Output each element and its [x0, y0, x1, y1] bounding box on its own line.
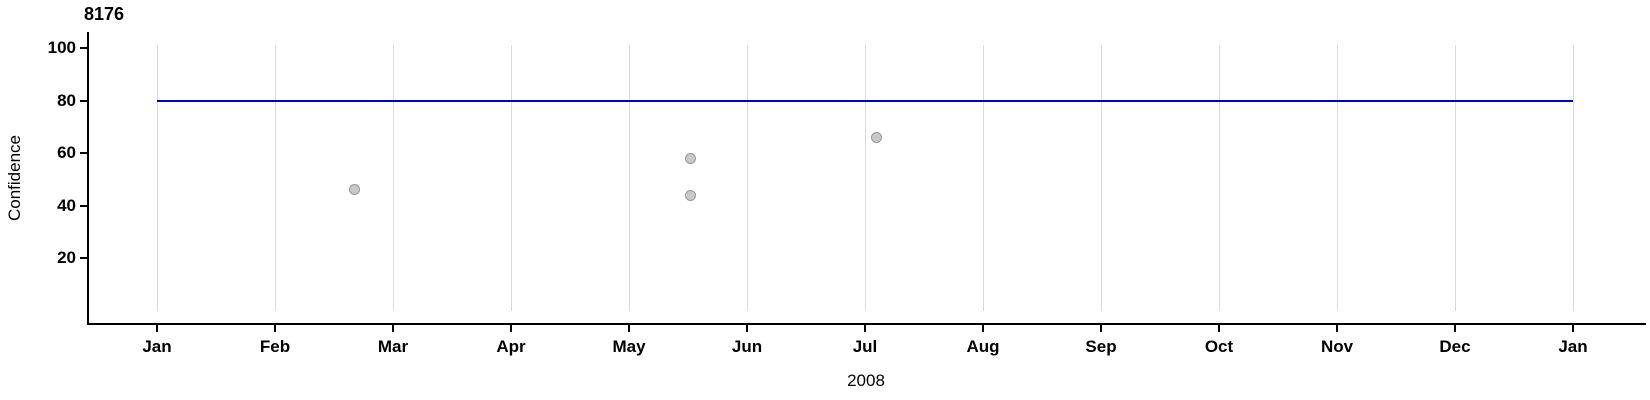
x-tick-mark: [982, 325, 984, 332]
chart-title: 8176: [84, 4, 125, 24]
x-tick-mark: [1336, 325, 1338, 332]
y-tick-mark: [80, 99, 87, 102]
y-tick-mark: [80, 47, 87, 49]
month-gridline: [747, 45, 748, 311]
x-tick-label-month: Dec: [1439, 337, 1471, 356]
x-tick-label-month: Jan: [142, 337, 172, 356]
x-tick-label-month: May: [612, 337, 646, 356]
month-gridline: [865, 45, 866, 311]
x-tick-mark: [1454, 325, 1456, 332]
month-gridline: [393, 45, 394, 311]
x-tick-mark: [746, 325, 748, 332]
x-tick-mark: [1572, 325, 1574, 332]
y-tick-label: 40: [57, 195, 76, 215]
x-tick-mark: [864, 325, 866, 332]
month-gridline: [1337, 45, 1338, 311]
x-tick-mark: [156, 325, 158, 332]
y-tick-label: 60: [57, 143, 76, 162]
x-tick-mark: [1100, 325, 1102, 332]
x-axis-year-label: 2008: [847, 371, 885, 390]
x-tick-mark: [628, 325, 630, 332]
month-gridline: [1573, 45, 1574, 311]
month-gridline: [629, 45, 630, 311]
x-tick-label-month: Jun: [731, 337, 763, 356]
y-tick-mark: [80, 152, 87, 154]
x-tick-label-month: Feb: [259, 337, 291, 356]
x-tick-label-month: Mar: [377, 337, 409, 356]
x-tick-label-month: Aug: [966, 337, 1000, 356]
y-tick-label: 80: [57, 90, 76, 110]
month-gridline: [511, 45, 512, 311]
month-gridline: [157, 45, 158, 311]
data-point: [871, 131, 883, 143]
x-axis-line: [87, 323, 1646, 325]
data-point: [685, 152, 697, 164]
month-gridline: [1219, 45, 1220, 311]
x-tick-label-month: Sep: [1085, 337, 1117, 356]
x-tick-label-month: Jul: [852, 337, 878, 356]
month-gridline: [1455, 45, 1456, 311]
x-tick-label-month: Nov: [1320, 337, 1354, 356]
y-tick-label: 100: [47, 38, 76, 57]
x-tick-mark: [392, 325, 394, 332]
month-gridline: [1101, 45, 1102, 311]
data-point: [348, 184, 360, 196]
x-tick-mark: [274, 325, 276, 332]
month-gridline: [983, 45, 984, 311]
reference-line: [157, 99, 1573, 102]
y-axis-line: [87, 32, 89, 325]
x-tick-label-month: Oct: [1204, 337, 1234, 356]
x-tick-mark: [1218, 325, 1220, 332]
x-tick-label-month: Apr: [496, 337, 526, 356]
y-tick-mark: [80, 204, 87, 207]
month-gridline: [275, 45, 276, 311]
y-tick-mark: [80, 257, 87, 259]
y-axis-label: Confidence: [5, 134, 24, 222]
x-tick-label-month: Jan: [1558, 337, 1588, 356]
x-tick-mark: [510, 325, 512, 332]
data-point: [685, 189, 697, 201]
y-tick-label: 20: [57, 248, 76, 267]
